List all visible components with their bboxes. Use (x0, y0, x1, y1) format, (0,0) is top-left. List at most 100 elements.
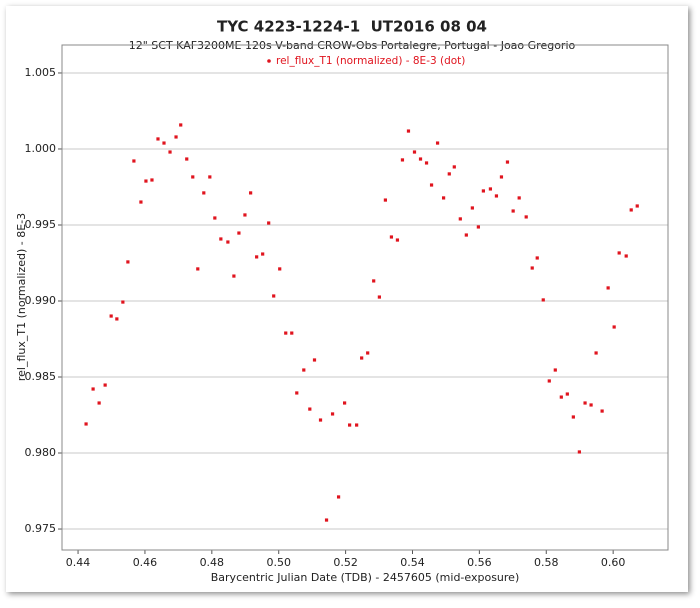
data-point (429, 183, 434, 187)
data-point (517, 196, 521, 200)
data-point (372, 279, 376, 283)
y-tick-label: 0.985 (25, 370, 57, 383)
x-tick-label: 0.50 (266, 556, 291, 569)
data-point (237, 231, 241, 235)
data-point (476, 225, 480, 229)
data-point (395, 238, 400, 242)
data-point (412, 150, 417, 154)
data-point (168, 150, 172, 154)
data-point (424, 161, 429, 165)
data-point (524, 215, 528, 219)
data-point (232, 274, 236, 278)
legend-marker (267, 59, 271, 63)
data-point (156, 137, 160, 141)
data-point (139, 200, 143, 204)
data-point (267, 221, 271, 225)
x-axis-label: Barycentric Julian Date (TDB) - 2457605 … (211, 571, 520, 584)
data-point (452, 165, 456, 169)
data-point (494, 194, 499, 198)
data-point (255, 255, 259, 259)
data-point (624, 254, 628, 258)
data-point (458, 217, 462, 221)
data-point (441, 196, 446, 200)
data-point (284, 331, 288, 335)
data-point (481, 189, 485, 193)
data-point (377, 295, 381, 299)
x-tick-label: 0.60 (601, 556, 626, 569)
data-point (185, 157, 189, 161)
x-tick-label: 0.52 (333, 556, 358, 569)
y-tick-label: 1.000 (25, 142, 57, 155)
data-point (360, 356, 364, 360)
y-tick-label: 0.995 (25, 218, 57, 231)
data-point (594, 351, 598, 355)
data-point (144, 179, 148, 183)
data-point (565, 392, 569, 396)
data-point (132, 159, 136, 163)
data-point (389, 235, 394, 239)
data-point (109, 314, 113, 318)
data-point (191, 175, 195, 179)
data-point (162, 141, 166, 145)
data-point (348, 423, 352, 427)
data-point (589, 403, 593, 407)
data-point (530, 266, 534, 270)
data-point (278, 267, 282, 271)
data-point (418, 157, 423, 161)
data-point (308, 407, 312, 411)
data-point (261, 252, 265, 256)
data-point (115, 317, 119, 321)
data-point (511, 209, 515, 213)
data-point (290, 331, 294, 335)
y-tick-label: 1.005 (25, 66, 57, 79)
data-point (612, 325, 616, 329)
x-tick-label: 0.56 (467, 556, 492, 569)
data-point (91, 387, 95, 391)
data-point (571, 415, 575, 419)
data-point (150, 178, 154, 182)
data-point (295, 391, 299, 395)
data-point (488, 187, 493, 191)
x-tick-label: 0.54 (400, 556, 425, 569)
data-point (103, 383, 107, 387)
legend-label: rel_flux_T1 (normalized) - 8E-3 (dot) (276, 55, 465, 67)
data-point (84, 422, 88, 426)
data-point (342, 401, 347, 405)
data-point (583, 401, 587, 405)
data-point (196, 267, 200, 271)
data-point (336, 495, 341, 499)
data-point (470, 206, 474, 210)
data-point (249, 191, 253, 195)
data-point (202, 191, 206, 195)
y-axis-label: rel_flux_T1 (normalized) - 8E-3 (15, 213, 28, 381)
x-tick-label: 0.44 (66, 556, 91, 569)
data-point (600, 409, 604, 413)
data-point (547, 379, 551, 383)
plot-border (61, 44, 669, 551)
data-point (505, 160, 510, 164)
data-point (366, 351, 370, 355)
data-point (302, 368, 306, 372)
chart-title: TYC 4223-1224-1 UT2016 08 04 (217, 18, 487, 36)
data-point (330, 412, 335, 416)
data-point (355, 423, 359, 427)
data-point (174, 135, 178, 139)
data-point (400, 158, 405, 162)
data-point (208, 175, 212, 179)
data-point (324, 518, 329, 522)
data-point (464, 233, 468, 237)
data-point (272, 294, 276, 298)
y-tick-label: 0.990 (25, 294, 57, 307)
data-point (606, 286, 610, 290)
data-point (577, 450, 581, 454)
data-point (541, 298, 545, 302)
data-point (121, 300, 125, 304)
x-tick-label: 0.58 (534, 556, 559, 569)
data-point (559, 395, 563, 399)
data-point (219, 237, 223, 241)
data-point (447, 172, 451, 176)
data-point (318, 418, 323, 422)
data-point (179, 123, 183, 127)
